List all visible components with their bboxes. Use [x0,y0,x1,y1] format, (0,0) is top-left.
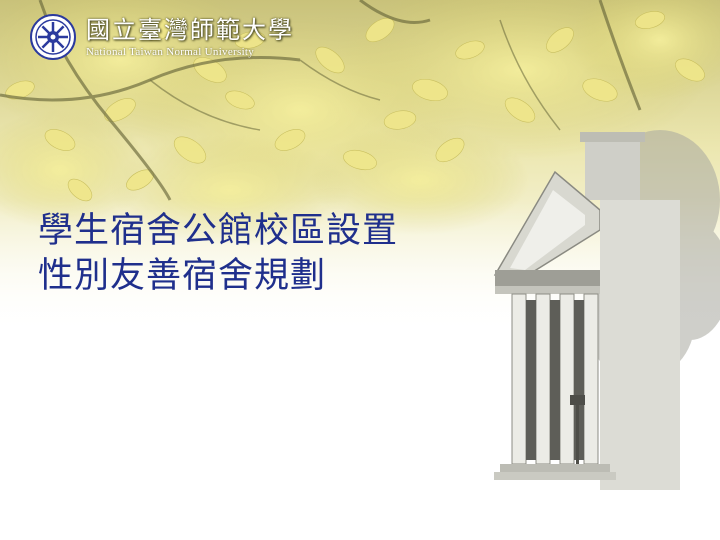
university-name-chinese: 國立臺灣師範大學 [86,16,294,44]
university-seal-icon [30,14,76,60]
slide-title-line-1: 學生宿舍公館校區設置 [38,211,399,251]
building-illustration [480,130,720,540]
university-logo: 國立臺灣師範大學 National Taiwan Normal Universi… [30,14,294,60]
university-name-english: National Taiwan Normal University [86,46,255,58]
slide-title-line-2: 性別友善宿舍規劃 [38,256,327,296]
slide-title: 學生宿舍公館校區設置 性別友善宿舍規劃 [38,209,398,299]
